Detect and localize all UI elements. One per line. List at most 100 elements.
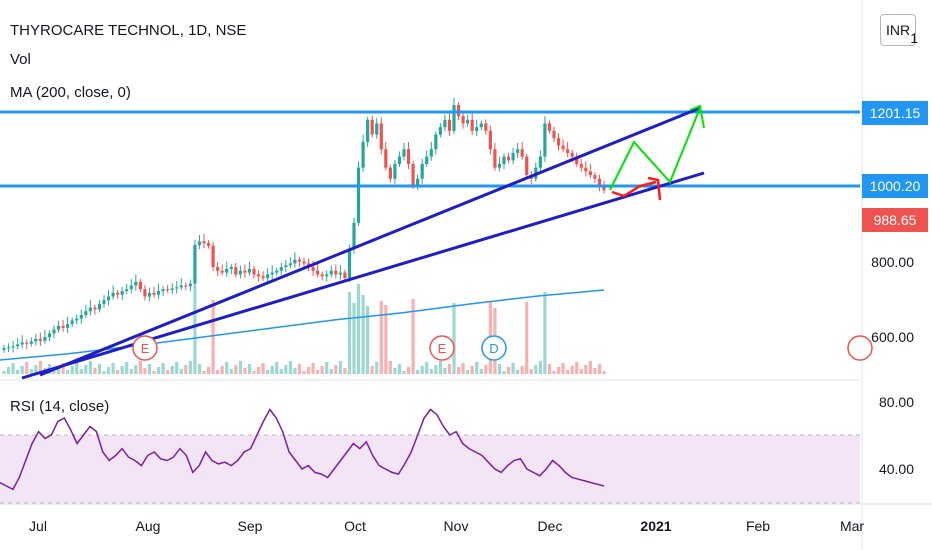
volume-bar	[125, 362, 129, 374]
candle-body	[566, 149, 570, 153]
volume-bar	[384, 305, 388, 374]
volume-bar	[343, 368, 347, 374]
candle-body	[152, 292, 156, 295]
volume-bar	[143, 368, 147, 374]
candle-body	[52, 329, 56, 334]
volume-bar	[266, 370, 270, 374]
candle-body	[6, 347, 11, 349]
candle-body	[543, 123, 547, 157]
candle-body	[229, 267, 233, 269]
candle-body	[252, 268, 256, 275]
volume-bar	[29, 369, 33, 374]
dividend-event-marker	[481, 335, 507, 361]
candle-body	[206, 243, 211, 246]
volume-bar	[320, 366, 324, 374]
candle-body	[138, 281, 142, 290]
volume-bar	[516, 370, 520, 374]
volume-bar	[25, 362, 29, 374]
candle-body	[475, 127, 479, 131]
candle-body	[538, 156, 542, 168]
volume-bar	[293, 368, 297, 374]
candle-body	[425, 156, 429, 164]
candle-body	[579, 163, 583, 168]
candle-body	[547, 123, 552, 131]
volume-bar	[20, 366, 24, 374]
candle-body	[429, 149, 433, 157]
volume-bar	[138, 361, 142, 374]
volume-bar	[520, 366, 524, 374]
volume-bar	[534, 365, 538, 374]
candle-body	[56, 326, 61, 330]
candle-body	[297, 259, 302, 262]
volume-bar	[11, 363, 15, 374]
candle-body	[416, 178, 420, 187]
volume-bar	[466, 370, 470, 374]
candle-body	[116, 292, 120, 295]
volume-bar	[425, 362, 429, 374]
time-axis-label: Dec	[537, 518, 563, 534]
candle-body	[120, 291, 124, 295]
candle-body	[366, 119, 370, 142]
candle-body	[597, 178, 602, 187]
symbol-title: THYROCARE TECHNOL, 1D, NSE	[10, 22, 247, 39]
candle-body	[102, 300, 106, 304]
volume-bar	[420, 366, 424, 374]
volume-bar	[93, 368, 97, 374]
candle-body	[106, 296, 111, 301]
candle-body	[216, 267, 220, 271]
volume-bar	[297, 364, 302, 374]
candle-body	[279, 267, 283, 271]
currency-button[interactable]: INR	[880, 14, 916, 46]
candle-body	[84, 311, 88, 315]
candle-body	[93, 307, 97, 310]
volume-bar	[179, 369, 183, 374]
volume-bar	[288, 361, 292, 374]
volume-bar	[129, 369, 133, 374]
candle-body	[338, 272, 342, 275]
time-axis-label: 2021	[640, 518, 672, 534]
candle-body	[184, 285, 188, 287]
volume-bar	[356, 284, 361, 374]
time-axis-label: Nov	[443, 518, 469, 534]
volume-bar	[256, 367, 261, 374]
price-axis-label: 600.00	[871, 329, 914, 345]
volume-bar	[216, 370, 220, 374]
price-axis-top-label: 1	[910, 30, 918, 46]
volume-bar	[597, 364, 602, 374]
volume-bar	[16, 370, 20, 374]
candle-body	[25, 342, 29, 344]
green-projection-arrow	[609, 107, 701, 191]
candle-body	[202, 241, 206, 244]
volume-bar	[311, 363, 315, 374]
volume-bar	[379, 301, 383, 374]
candle-body	[197, 241, 202, 245]
volume-bar	[175, 362, 179, 374]
time-axis-label: Aug	[135, 518, 161, 534]
candle-body	[302, 261, 306, 264]
volume-bar	[166, 370, 170, 374]
volume-bar	[197, 364, 202, 374]
volume-bar	[61, 363, 65, 374]
candle-body	[375, 123, 379, 135]
volume-bar	[247, 364, 252, 374]
candle-body	[175, 287, 179, 289]
candle-body	[411, 163, 415, 187]
candle-body	[347, 248, 352, 279]
volume-bar	[316, 370, 320, 374]
candle-body	[97, 303, 102, 310]
volume-bar	[88, 361, 92, 374]
volume-bar	[538, 361, 542, 374]
candle-body	[147, 292, 152, 297]
candle-body	[129, 285, 133, 290]
candle-body	[361, 141, 365, 168]
ma-legend: MA (200, close, 0)	[10, 84, 131, 101]
volume-bar	[184, 365, 188, 374]
candle-body	[270, 272, 274, 275]
volume-bar	[479, 369, 483, 374]
volume-bar	[270, 366, 274, 374]
volume-bar	[484, 365, 488, 374]
volume-bar	[38, 361, 42, 374]
candle-body	[125, 289, 129, 292]
volume-bar	[147, 364, 152, 374]
